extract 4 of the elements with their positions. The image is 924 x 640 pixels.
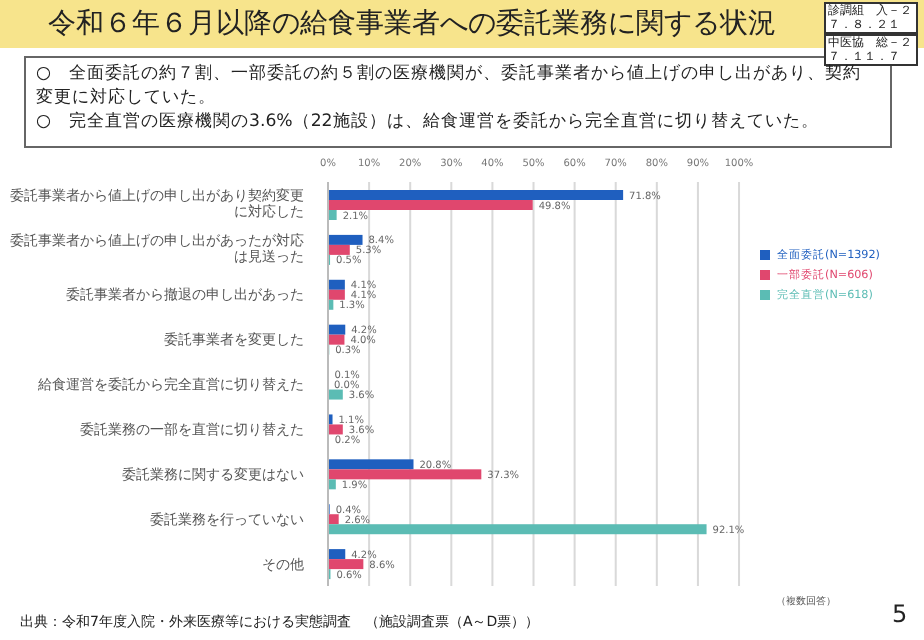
text: 5 — [892, 600, 908, 628]
text: ○ 完全直営の医療機関の3.6%（22施設）は、給食運営を委託から完全直営に切り替えていた。 — [36, 110, 821, 134]
chart-title: 令和６年６月以降の給食事業者への委託業務に関する状況 — [48, 6, 776, 42]
text: ○ 全面委託の約７割、一部委託の約５割の医療機関が、委託事業者から値上げの申し出があり、契約変更に対応していた。 — [36, 62, 863, 110]
